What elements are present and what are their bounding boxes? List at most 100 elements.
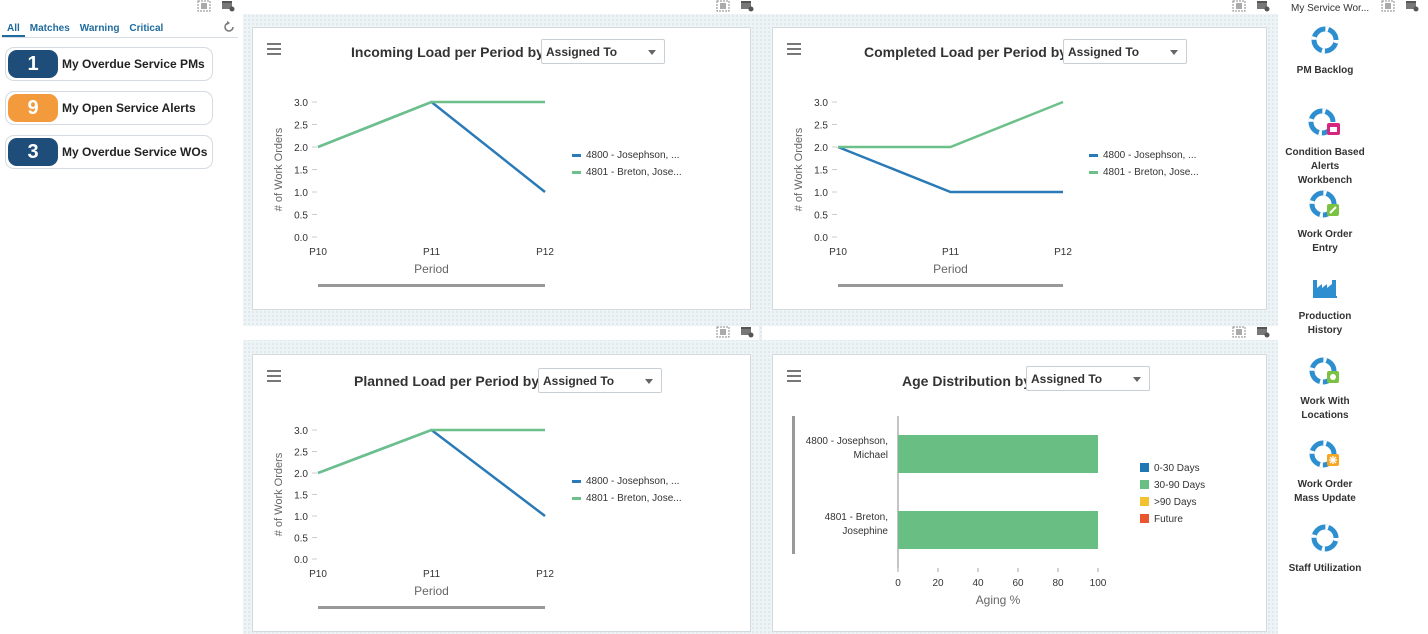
panel-title: Age Distribution by	[902, 373, 1032, 389]
alert-label: My Open Service Alerts	[62, 101, 196, 115]
x-axis-title: Period	[414, 584, 449, 598]
planned-load-chart: 0.0 0.5 1.0 1.5 2.0 2.5 3.0 P10 P11 P12 Period # of…	[273, 426, 682, 609]
legend-swatch	[1140, 480, 1149, 489]
series-line	[317, 100, 545, 149]
y-tick-label: 0.0	[814, 233, 828, 244]
alert-overdue-service-pms[interactable]: 1 My Overdue Service PMs	[5, 47, 213, 81]
category-label: 4800 - Josephson,	[806, 436, 888, 447]
y-tick-label: 1.5	[294, 491, 308, 502]
tab-matches[interactable]: Matches	[29, 23, 70, 34]
alert-count-badge: 9	[8, 94, 58, 122]
y-tick-label: 0.0	[294, 555, 308, 566]
tile-label: Work Order	[1297, 229, 1353, 240]
y-tick-label: 0.5	[294, 211, 308, 222]
panel-toolbar	[762, 0, 1278, 14]
x-tick-label: P11	[423, 247, 440, 258]
refresh-icon[interactable]	[222, 20, 236, 34]
assigned-to-select[interactable]: Assigned To	[541, 39, 665, 64]
y-tick-label: 2.0	[294, 469, 308, 480]
lifebuoy-icon	[1311, 26, 1339, 54]
x-tick-label: P12	[536, 569, 554, 580]
x-axis-title: Period	[933, 262, 968, 276]
maximize-icon[interactable]	[1381, 0, 1395, 12]
series-line	[317, 428, 545, 475]
panel-settings-icon[interactable]	[1256, 326, 1270, 338]
legend-label: 4801 - Breton, Jose...	[586, 167, 682, 178]
tile-work-order-mass-update[interactable]: Work Order Mass Update	[1279, 440, 1371, 506]
tile-work-order-entry[interactable]: Work Order Entry	[1279, 190, 1371, 256]
panel-settings-icon[interactable]	[740, 0, 754, 12]
category-label: 4801 - Breton,	[825, 512, 888, 523]
x-axis-title: Period	[414, 262, 449, 276]
maximize-icon[interactable]	[1232, 326, 1246, 338]
tile-label: Work Order	[1297, 479, 1353, 490]
y-tick-label: 2.0	[294, 143, 308, 154]
alerts-workbench-icon	[1308, 108, 1340, 136]
x-tick-label: P10	[309, 569, 327, 580]
maximize-icon[interactable]	[716, 326, 730, 338]
x-tick-label: 80	[1052, 578, 1064, 589]
tile-label: PM Backlog	[1296, 65, 1354, 76]
x-tick-label: P11	[942, 247, 959, 258]
alert-overdue-service-wos[interactable]: 3 My Overdue Service WOs	[5, 135, 213, 169]
x-tick-label: P10	[829, 247, 847, 258]
maximize-icon[interactable]	[716, 0, 730, 12]
lifebuoy-icon	[1311, 524, 1339, 552]
tile-label: Locations	[1301, 410, 1349, 421]
y-tick-label: 3.0	[294, 426, 308, 437]
springboard-title: My Service Wor...	[1291, 3, 1370, 14]
assigned-to-select[interactable]: Assigned To	[1026, 366, 1150, 391]
y-axis-title: # of Work Orders	[793, 127, 805, 211]
legend-swatch	[1089, 171, 1098, 174]
x-tick-label: 40	[972, 578, 984, 589]
legend-swatch	[1089, 154, 1098, 157]
legend-label: 4801 - Breton, Jose...	[586, 493, 682, 504]
tab-warning[interactable]: Warning	[79, 23, 120, 34]
x-tick-label: P11	[423, 569, 440, 580]
planned-load-panel: Planned Load per Period by Assigned To 0…	[252, 354, 751, 632]
y-tick-label: 1.0	[814, 188, 828, 199]
tile-work-with-locations[interactable]: Work With Locations	[1279, 357, 1371, 423]
tile-label: Production	[1298, 311, 1352, 322]
age-distribution-panel: Age Distribution by Assigned To 0 20 40 60 8…	[772, 354, 1267, 632]
menu-icon[interactable]	[267, 43, 281, 55]
tile-pm-backlog[interactable]: PM Backlog	[1279, 26, 1371, 78]
panel-settings-icon[interactable]	[740, 326, 754, 338]
tab-all[interactable]: All	[2, 20, 25, 37]
range-scrollbar	[792, 416, 795, 554]
y-tick-label: 2.5	[294, 448, 308, 459]
assigned-to-select[interactable]: Assigned To	[1063, 39, 1187, 64]
maximize-icon[interactable]	[1232, 0, 1246, 12]
panel-settings-icon[interactable]	[221, 0, 235, 12]
panel-settings-icon[interactable]	[1256, 0, 1270, 12]
tile-staff-utilization[interactable]: Staff Utilization	[1279, 524, 1371, 576]
x-tick-label: 60	[1012, 578, 1024, 589]
y-tick-label: 3.0	[294, 98, 308, 109]
menu-icon[interactable]	[267, 370, 281, 382]
select-value: Assigned To	[543, 374, 615, 388]
factory-icon	[1313, 280, 1337, 298]
alert-open-service-alerts[interactable]: 9 My Open Service Alerts	[5, 91, 213, 125]
select-value: Assigned To	[1031, 372, 1103, 386]
x-tick-label: P10	[309, 247, 327, 258]
legend-label: >90 Days	[1154, 497, 1197, 508]
panel-title: Planned Load per Period by	[354, 373, 540, 389]
alert-count-badge: 3	[8, 138, 58, 166]
legend-swatch	[1140, 463, 1149, 472]
menu-icon[interactable]	[787, 43, 801, 55]
tab-critical[interactable]: Critical	[129, 23, 164, 34]
legend-swatch	[572, 154, 581, 157]
category-label: Michael	[854, 450, 888, 461]
work-order-entry-icon	[1309, 190, 1339, 218]
assigned-to-select[interactable]: Assigned To	[538, 368, 662, 393]
tile-label: Entry	[1312, 243, 1338, 254]
y-tick-label: 0.0	[294, 233, 308, 244]
tile-condition-based-alerts[interactable]: Condition Based Alerts Workbench	[1279, 108, 1371, 184]
tile-production-history[interactable]: Production History	[1279, 276, 1371, 338]
range-scrollbar	[318, 606, 545, 609]
menu-icon[interactable]	[787, 370, 801, 382]
maximize-icon[interactable]	[197, 0, 211, 12]
legend-label: Future	[1154, 514, 1183, 525]
panel-settings-icon[interactable]	[1405, 0, 1419, 12]
y-tick-label: 2.5	[294, 121, 308, 132]
